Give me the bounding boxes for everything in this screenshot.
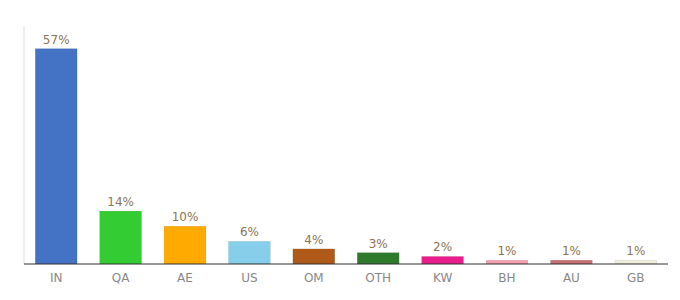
- x-tick-label: AE: [177, 271, 193, 285]
- bar: [228, 241, 270, 264]
- x-tick-label: QA: [112, 271, 130, 285]
- bar: [100, 211, 142, 264]
- x-tick-label: AU: [563, 271, 580, 285]
- x-tick-label: OM: [304, 271, 324, 285]
- data-label: 4%: [304, 233, 323, 247]
- y-axis-line: [24, 26, 25, 264]
- bar: [357, 253, 399, 264]
- bars: [35, 49, 656, 264]
- data-label: 3%: [369, 237, 388, 251]
- chart-container: IN QA AE US OM OTH KW BH AU GB 57% 14% 10% 6% 4% 3% 2% 1%…: [0, 0, 680, 300]
- bar: [422, 256, 464, 264]
- data-label: 57%: [43, 33, 70, 47]
- data-label: 1%: [497, 244, 516, 258]
- x-tick-label: KW: [433, 271, 452, 285]
- data-label: 14%: [107, 195, 134, 209]
- bar: [293, 249, 335, 264]
- bar: [164, 226, 206, 264]
- x-tick-label: GB: [627, 271, 645, 285]
- x-tick-label: IN: [50, 271, 63, 285]
- data-label: 2%: [433, 240, 452, 254]
- data-label: 10%: [172, 210, 199, 224]
- chart: IN QA AE US OM OTH KW BH AU GB 57% 14% 10% 6% 4% 3% 2% 1%…: [0, 0, 680, 300]
- x-tick-label: BH: [498, 271, 515, 285]
- x-tick-label: US: [241, 271, 257, 285]
- data-label: 6%: [240, 225, 259, 239]
- x-tick-label: OTH: [365, 271, 391, 285]
- data-label: 1%: [562, 244, 581, 258]
- x-axis-line: [24, 263, 668, 264]
- data-label: 1%: [626, 244, 645, 258]
- bar: [35, 49, 77, 264]
